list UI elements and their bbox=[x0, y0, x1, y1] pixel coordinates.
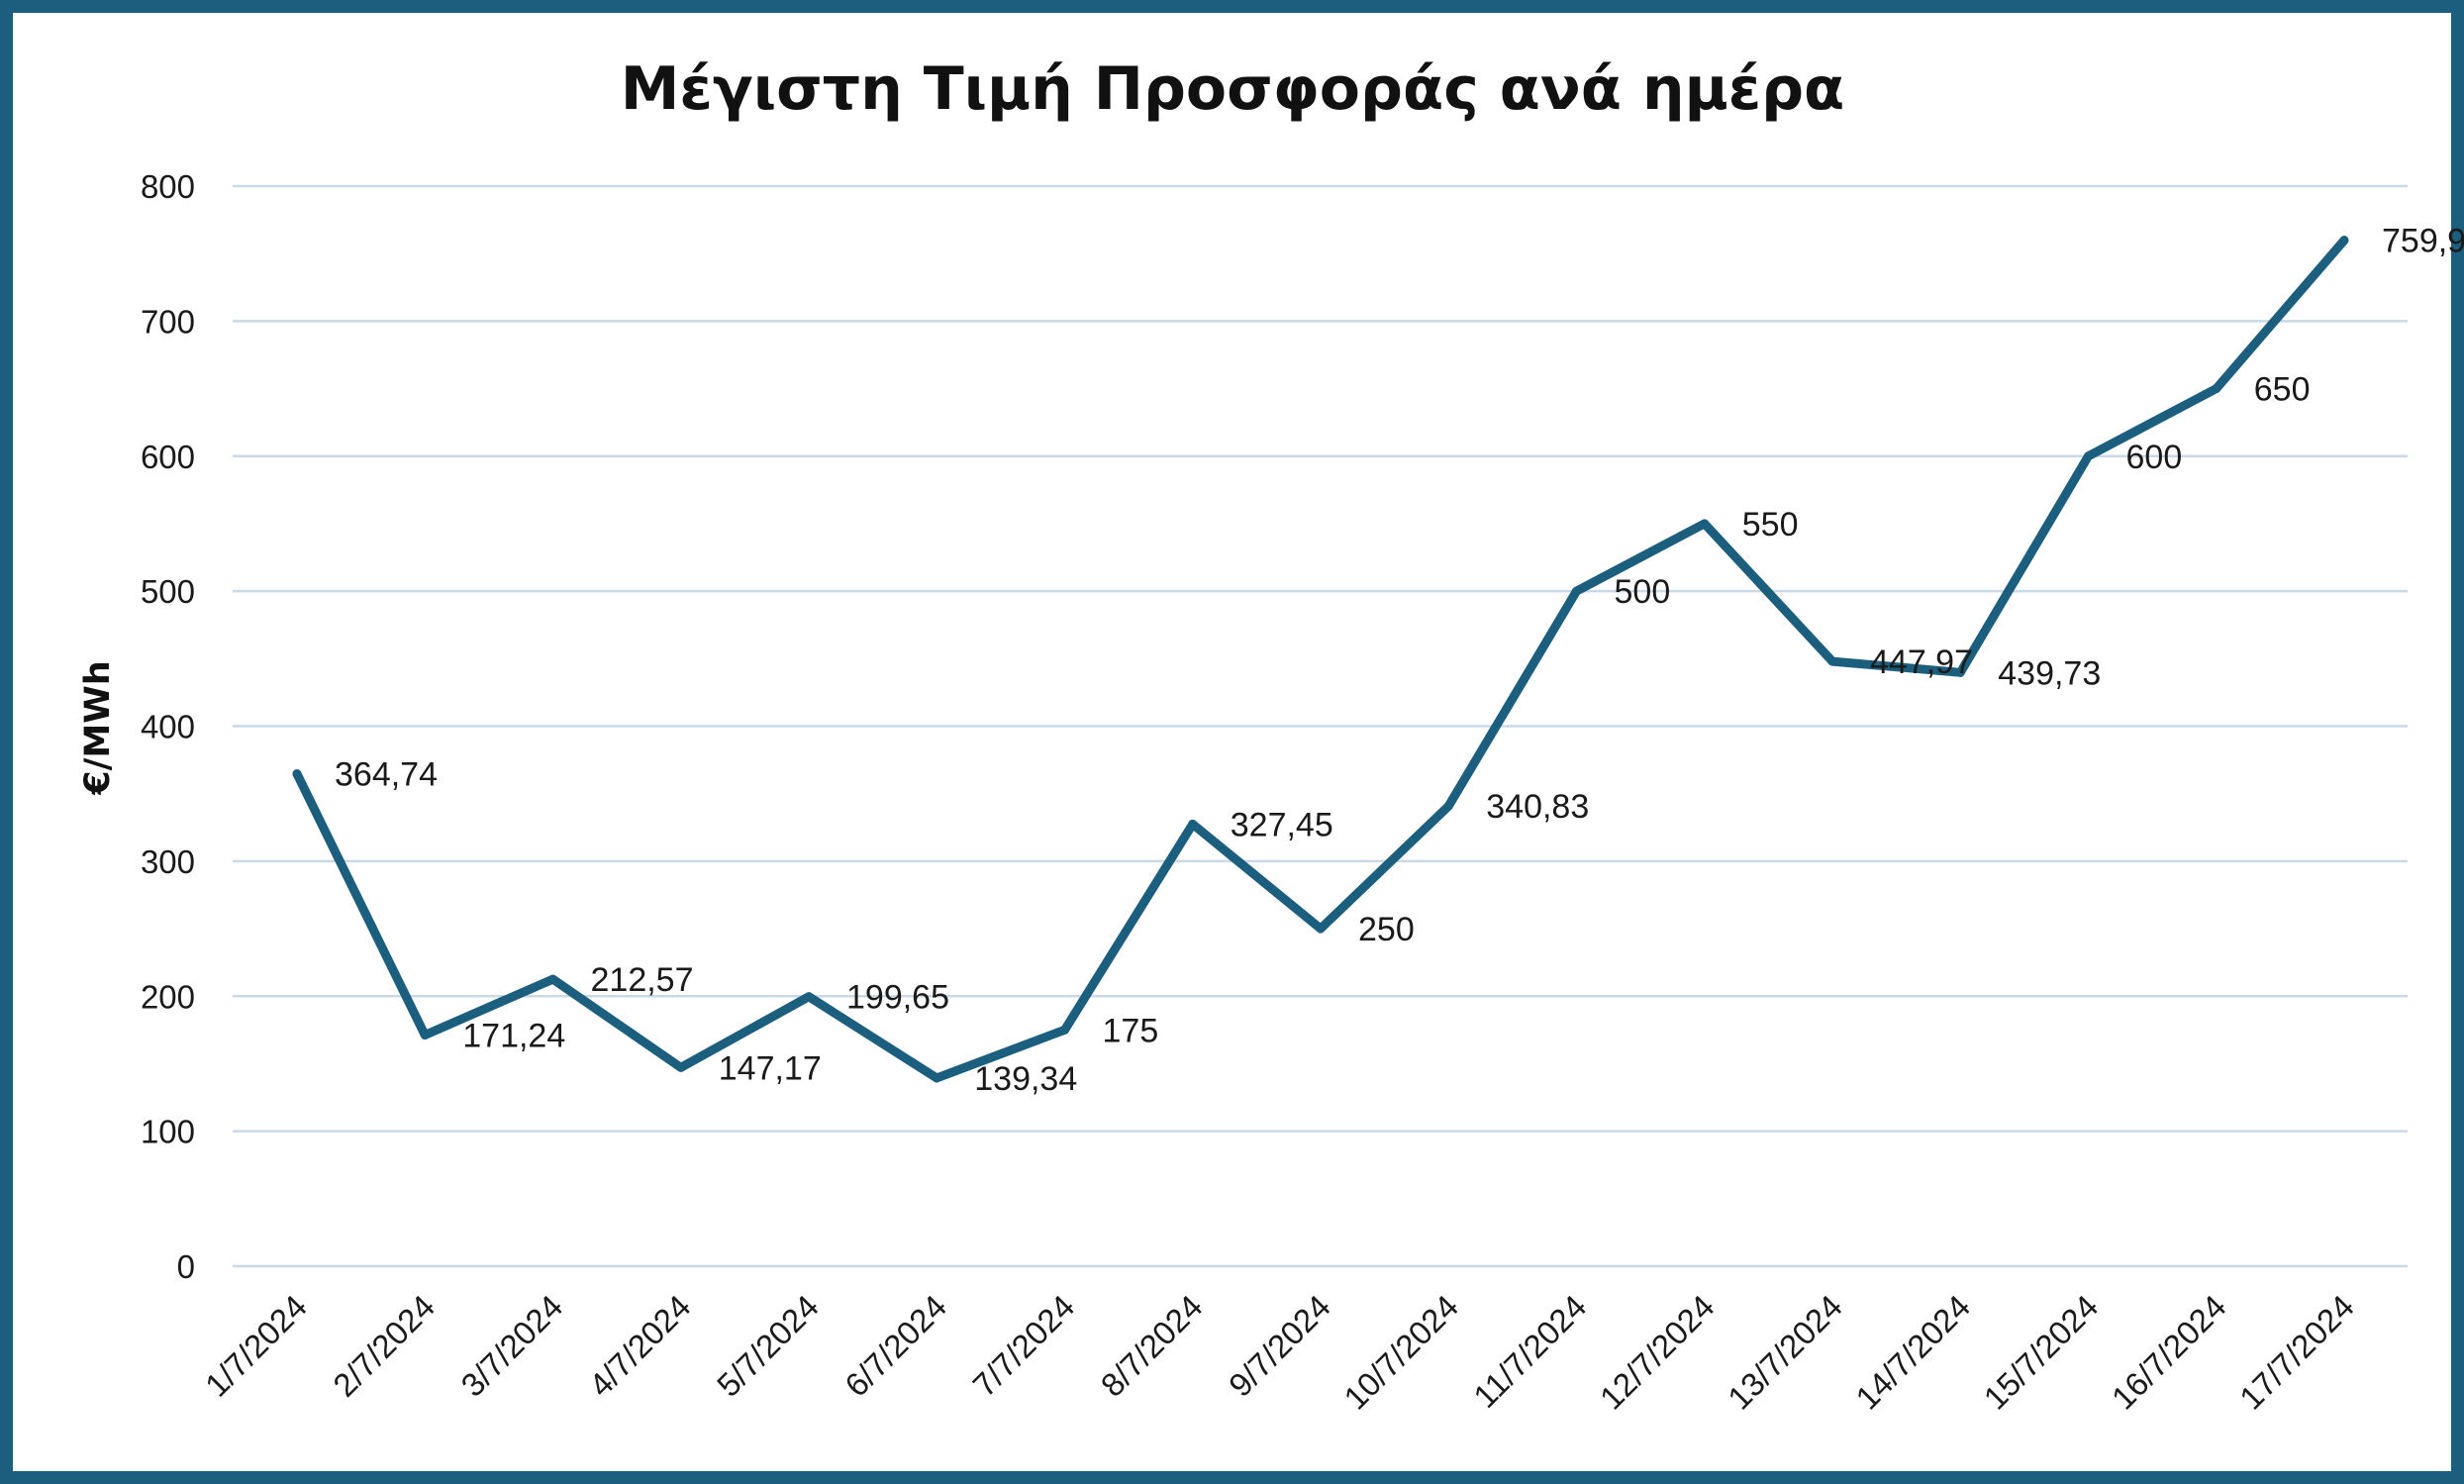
data-label: 759,92 bbox=[2382, 223, 2464, 260]
x-tick-label: 8/7/2024 bbox=[1094, 1288, 1210, 1404]
x-tick-label: 9/7/2024 bbox=[1222, 1288, 1337, 1404]
x-tick-label: 10/7/2024 bbox=[1336, 1288, 1465, 1417]
data-label: 139,34 bbox=[974, 1060, 1077, 1098]
x-tick-label: 2/7/2024 bbox=[326, 1288, 442, 1404]
data-label: 212,57 bbox=[591, 961, 694, 999]
y-axis-ticks: 0 100 200 300 400 500 600 700 800 bbox=[141, 168, 195, 1285]
data-point bbox=[1955, 667, 1965, 677]
data-point bbox=[420, 1030, 430, 1039]
x-tick-label: 5/7/2024 bbox=[710, 1288, 826, 1404]
y-axis-label: €/MWh bbox=[78, 660, 118, 796]
data-point bbox=[2084, 451, 2093, 461]
x-tick-label: 11/7/2024 bbox=[1466, 1288, 1593, 1415]
x-tick-label: 4/7/2024 bbox=[582, 1288, 698, 1404]
x-tick-label: 7/7/2024 bbox=[965, 1288, 1081, 1404]
data-point bbox=[1188, 819, 1198, 829]
x-tick-label: 3/7/2024 bbox=[453, 1288, 569, 1404]
data-label: 550 bbox=[1742, 506, 1799, 544]
data-label: 199,65 bbox=[846, 979, 949, 1017]
data-label: 364,74 bbox=[335, 756, 438, 794]
x-axis-ticks: 1/7/2024 2/7/2024 3/7/2024 4/7/2024 5/7/2024… bbox=[198, 1288, 2361, 1417]
x-tick-label: 12/7/2024 bbox=[1593, 1288, 1722, 1417]
x-tick-label: 14/7/2024 bbox=[1848, 1288, 1977, 1417]
data-label: 327,45 bbox=[1231, 806, 1333, 843]
y-tick-label: 300 bbox=[141, 843, 195, 880]
data-label: 447,97 bbox=[1870, 643, 1973, 681]
y-tick-label: 400 bbox=[141, 709, 195, 745]
data-label: 250 bbox=[1358, 911, 1415, 948]
data-label: 650 bbox=[2254, 371, 2311, 409]
x-tick-label: 15/7/2024 bbox=[1976, 1288, 2105, 1417]
data-point bbox=[292, 769, 302, 779]
data-label: 171,24 bbox=[462, 1017, 565, 1054]
data-label: 600 bbox=[2126, 439, 2183, 476]
data-labels: 364,74 171,24 212,57 147,17 199,65 139,34 175 3… bbox=[335, 223, 2464, 1098]
x-tick-label: 16/7/2024 bbox=[2105, 1288, 2233, 1417]
data-point bbox=[1827, 656, 1837, 666]
data-point bbox=[2339, 236, 2349, 246]
data-label: 175 bbox=[1103, 1012, 1159, 1049]
y-tick-label: 500 bbox=[141, 573, 195, 610]
y-tick-label: 100 bbox=[141, 1114, 195, 1150]
data-point bbox=[2212, 384, 2221, 394]
y-tick-label: 600 bbox=[141, 439, 195, 475]
y-tick-label: 700 bbox=[141, 303, 195, 340]
data-label: 147,17 bbox=[719, 1049, 822, 1087]
x-tick-label: 6/7/2024 bbox=[838, 1288, 953, 1404]
gridlines bbox=[233, 184, 2408, 1268]
data-point bbox=[1700, 519, 1710, 529]
series-layer bbox=[292, 236, 2349, 1083]
y-tick-label: 200 bbox=[141, 978, 195, 1015]
data-point bbox=[548, 974, 557, 984]
x-tick-label: 13/7/2024 bbox=[1721, 1288, 1849, 1417]
data-point bbox=[804, 992, 814, 1002]
data-point bbox=[1316, 924, 1326, 934]
data-label: 439,73 bbox=[1998, 654, 2101, 692]
x-tick-label: 1/7/2024 bbox=[198, 1288, 314, 1404]
data-point bbox=[676, 1062, 686, 1072]
data-point bbox=[1572, 586, 1581, 596]
data-label: 500 bbox=[1615, 573, 1671, 611]
x-tick-label: 17/7/2024 bbox=[2232, 1288, 2361, 1417]
y-tick-label: 0 bbox=[177, 1248, 195, 1285]
chart-title: Μέγιστη Τιμή Προσφοράς ανά ημέρα bbox=[621, 54, 1845, 124]
data-point bbox=[932, 1073, 941, 1083]
y-tick-label: 800 bbox=[141, 168, 195, 205]
data-label: 340,83 bbox=[1486, 788, 1589, 826]
data-point bbox=[1443, 801, 1453, 811]
data-point bbox=[1060, 1025, 1069, 1035]
